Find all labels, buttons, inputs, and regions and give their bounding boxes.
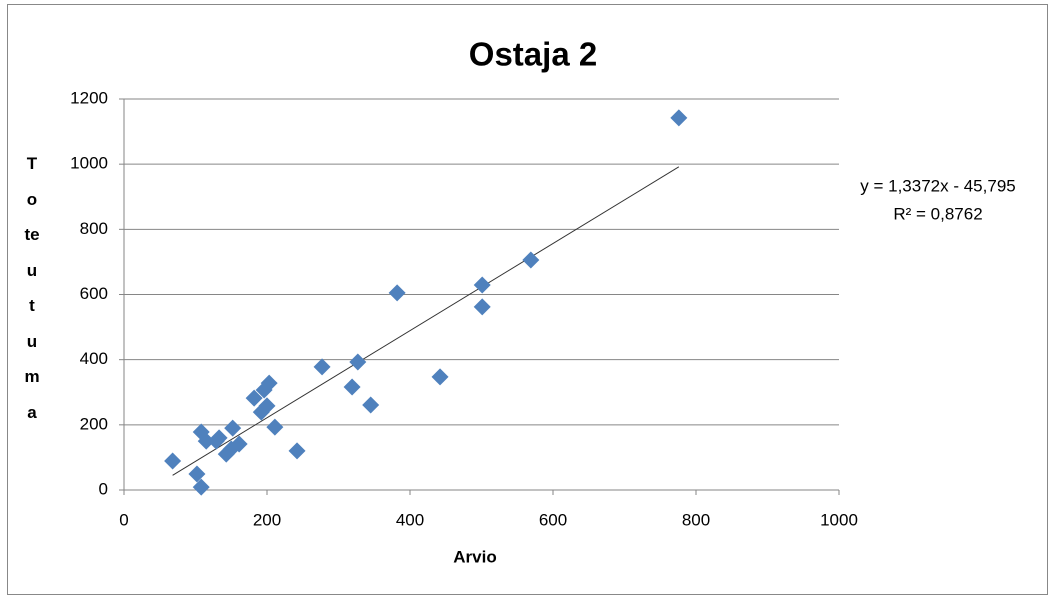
data-point (230, 435, 248, 453)
data-point (670, 109, 688, 127)
data-point (266, 418, 284, 436)
data-point (245, 389, 263, 407)
data-point (188, 465, 206, 483)
data-point (192, 478, 210, 496)
data-point (388, 284, 406, 302)
y-tick-label: 400 (80, 349, 108, 368)
data-point (197, 432, 215, 450)
data-point (349, 353, 367, 371)
data-point (473, 276, 491, 294)
y-tick-label: 1200 (70, 88, 108, 107)
x-tick-label: 0 (119, 510, 128, 529)
chart-title: Ostaja 2 (469, 36, 597, 73)
trend-r2: R² = 0,8762 (893, 204, 982, 223)
trend-equation: y = 1,3372x - 45,795 (860, 176, 1015, 195)
y-tick-label: 1000 (70, 154, 108, 173)
y-axis-label: Toteutuma (24, 154, 40, 422)
data-point (224, 419, 242, 437)
y-tick-label: 200 (80, 414, 108, 433)
x-tick-label: 400 (396, 510, 424, 529)
x-tick-label: 1000 (820, 510, 858, 529)
y-tick-label: 800 (80, 219, 108, 238)
x-tick-label: 600 (539, 510, 567, 529)
x-tick-label: 800 (682, 510, 710, 529)
data-point (260, 374, 278, 392)
data-point (362, 396, 380, 414)
data-point (288, 442, 306, 460)
data-point (313, 358, 331, 376)
data-point (164, 452, 182, 470)
chart-border (7, 4, 1048, 595)
trendline (172, 166, 680, 476)
x-axis-label: Arvio (453, 547, 496, 566)
data-point (522, 251, 540, 269)
data-point (210, 429, 228, 447)
data-point (258, 397, 276, 415)
data-point (431, 368, 449, 386)
y-tick-label: 600 (80, 284, 108, 303)
y-tick-label: 0 (99, 479, 108, 498)
x-tick-label: 200 (253, 510, 281, 529)
data-point (473, 298, 491, 316)
data-point (343, 378, 361, 396)
